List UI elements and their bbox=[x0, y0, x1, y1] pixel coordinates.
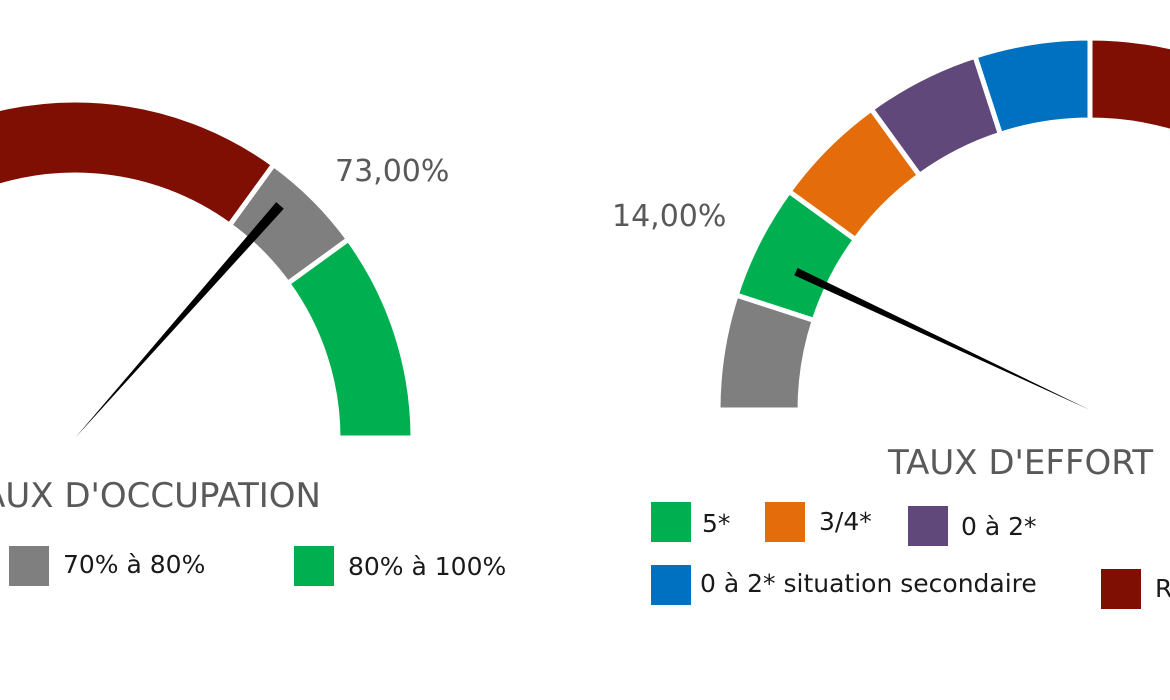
occupation-legend: 70% à 80% 80% à 100% bbox=[9, 546, 506, 586]
legend-label-r: R bbox=[1155, 574, 1170, 603]
legend-swatch-0-2-secondary bbox=[651, 565, 691, 605]
gauge-band-2-6 bbox=[1087, 35, 1170, 134]
occupation-gauge: 73,00% TAUX D'OCCUPATION 70% à 80% 80% à… bbox=[0, 97, 506, 586]
legend-swatch-5-stars bbox=[651, 502, 691, 542]
occupation-gauge-title: TAUX D'OCCUPATION bbox=[0, 476, 321, 516]
effort-gauge: 14,00% TAUX D'EFFORT 5* 3/4* 0 à 2* 0 à … bbox=[612, 35, 1170, 609]
gauge-band-1-3 bbox=[284, 235, 416, 441]
legend-label-5-stars: 5* bbox=[702, 509, 730, 538]
legend-label-70-80: 70% à 80% bbox=[63, 550, 205, 579]
legend-swatch-3-4-stars bbox=[765, 502, 805, 542]
legend-label-0-2-stars: 0 à 2* bbox=[961, 512, 1037, 541]
gauge-band-1-1 bbox=[0, 97, 278, 229]
legend-swatch-70-80 bbox=[9, 546, 49, 586]
effort-value-label: 14,00% bbox=[612, 199, 726, 234]
occupation-gauge-bands bbox=[0, 97, 416, 441]
occupation-gauge-needle bbox=[75, 202, 284, 438]
legend-label-0-2-secondary: 0 à 2* situation secondaire bbox=[700, 569, 1037, 598]
legend-swatch-80-100 bbox=[294, 546, 334, 586]
effort-gauge-needle bbox=[794, 268, 1090, 410]
legend-label-80-100: 80% à 100% bbox=[348, 552, 506, 581]
legend-swatch-0-2-stars bbox=[908, 506, 948, 546]
effort-legend: 5* 3/4* 0 à 2* 0 à 2* situation secondai… bbox=[651, 502, 1170, 609]
occupation-value-label: 73,00% bbox=[335, 154, 449, 189]
effort-gauge-title: TAUX D'EFFORT bbox=[887, 443, 1153, 483]
legend-swatch-r bbox=[1101, 569, 1141, 609]
legend-label-3-4-stars: 3/4* bbox=[819, 507, 872, 536]
effort-gauge-bands bbox=[715, 35, 1170, 413]
